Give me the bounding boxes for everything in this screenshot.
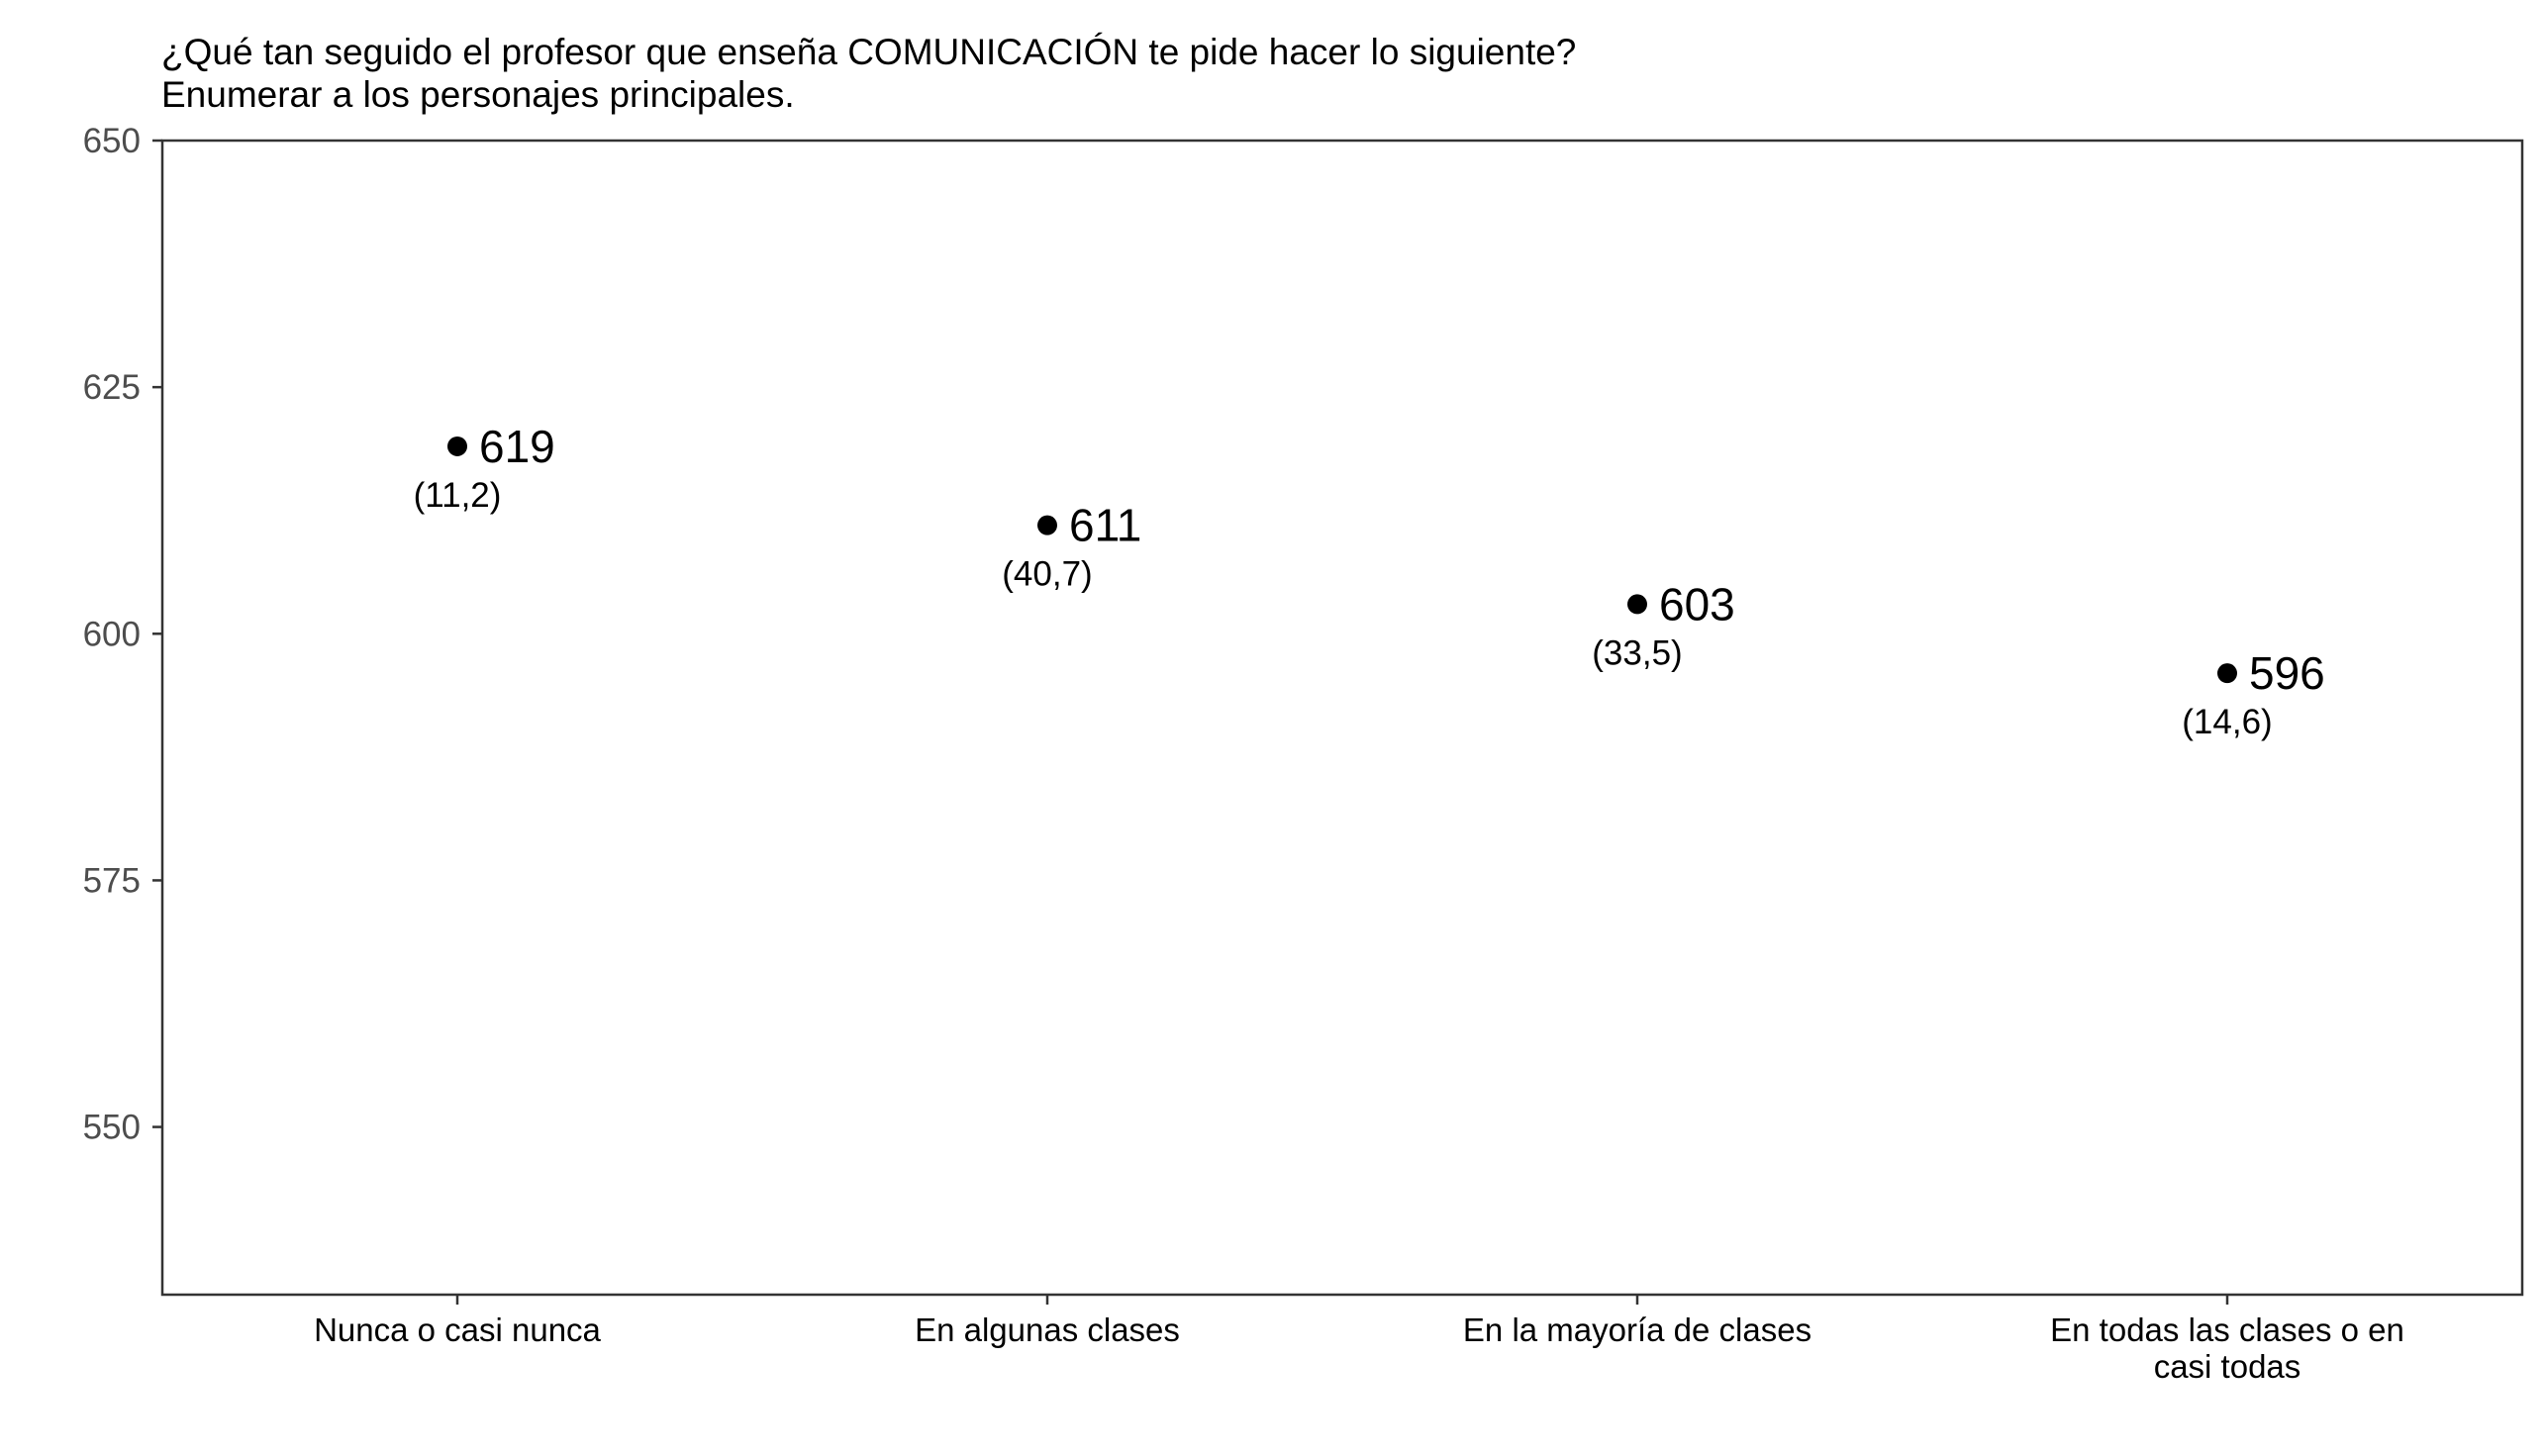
x-tick-label: Nunca o casi nunca <box>314 1311 601 1348</box>
x-tick-label-line: casi todas <box>2154 1348 2301 1385</box>
chart-subtitle: Enumerar a los personajes principales. <box>161 74 795 115</box>
y-tick-label: 575 <box>83 861 141 900</box>
plot-panel <box>160 139 2524 1297</box>
data-point <box>2217 663 2237 684</box>
data-point <box>447 436 467 456</box>
x-axis: Nunca o casi nunca En algunas clases En la… <box>314 1295 2404 1385</box>
data-label: 603 <box>1659 578 1735 630</box>
secondary-label: (33,5) <box>1592 633 1682 672</box>
data-marks: 619 (11,2) 611 (40,7) 603(33,5) 596 (14,6) <box>414 421 2325 741</box>
x-tick-label-line: En la mayoría de clases <box>1463 1311 1811 1348</box>
x-tick-label: En todas las clases o en casi todas <box>2050 1311 2404 1385</box>
data-label: 611 <box>1069 500 1141 551</box>
y-tick-label: 625 <box>83 368 141 407</box>
data-point <box>1037 515 1057 535</box>
y-tick-label: 650 <box>83 122 141 160</box>
x-tick-label-line: Nunca o casi nunca <box>314 1311 601 1348</box>
x-tick-label-line: En todas las clases o en <box>2050 1311 2404 1348</box>
x-tick-label: En algunas clases <box>915 1311 1180 1348</box>
y-tick-label: 600 <box>83 615 141 653</box>
y-tick-label: 550 <box>83 1109 141 1147</box>
chart-title: ¿Qué tan seguido el profesor que enseña … <box>161 32 1576 72</box>
data-label: 596 <box>2249 647 2325 699</box>
data-point <box>1627 594 1647 615</box>
x-tick-label: En la mayoría de clases <box>1463 1311 1811 1348</box>
secondary-label: (11,2) <box>414 476 502 515</box>
y-axis: 550 575 600 625 650 <box>83 122 162 1147</box>
secondary-label: (14,6) <box>2182 703 2272 741</box>
secondary-label: (40,7) <box>1002 555 1092 594</box>
data-label: 619 <box>479 421 555 472</box>
x-tick-label-line: En algunas clases <box>915 1311 1180 1348</box>
